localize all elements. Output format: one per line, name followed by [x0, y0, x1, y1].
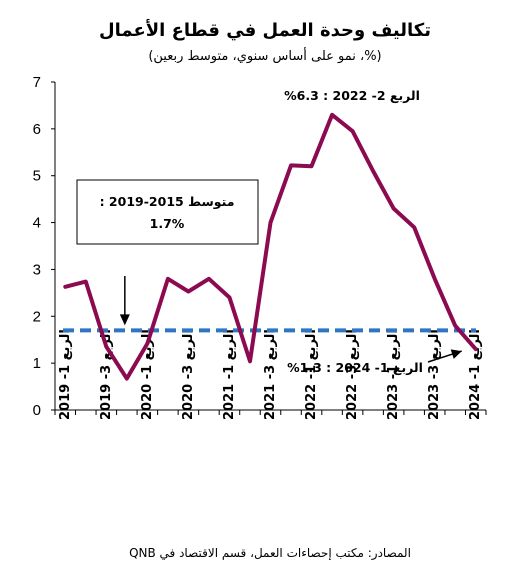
x-tick-label: الربع 3- 2021 [263, 329, 278, 420]
x-tick-label: الربع 1- 2022 [304, 329, 319, 420]
x-tick-label: الربع 1- 2021 [222, 329, 237, 420]
last-value-arrow [427, 349, 462, 363]
chart-subtitle: (%، نمو على أساس سنوي، متوسط ربعين) [148, 47, 381, 64]
x-tick-label: الربع 1- 2023 [386, 329, 401, 420]
last-value-annotation: الربع 1- 2024 : 1.3% [287, 360, 423, 375]
y-tick-label: 3 [33, 261, 41, 278]
y-tick-label: 4 [33, 215, 41, 232]
average-annotation-line1: متوسط 2015-2019 : [100, 194, 235, 209]
series-layer [63, 112, 478, 381]
y-axis-ticks: 0 1 2 3 4 5 6 7 [33, 74, 41, 419]
chart-title: تكاليف وحدة العمل في قطاع الأعمال [99, 19, 431, 41]
chart-source: المصادر: مكتب إحصاءات العمل، قسم الاقتصا… [129, 546, 411, 561]
x-tick-label: الربع 3- 2020 [181, 329, 196, 420]
axes [51, 81, 487, 415]
average-arrow-head [119, 314, 130, 326]
y-tick-label: 5 [33, 168, 41, 185]
x-tick-label: الربع 1- 2024 [468, 329, 483, 420]
x-tick-label: الربع 3- 2022 [345, 329, 360, 420]
peak-annotation: الربع 2- 2022 : 6.3% [284, 88, 420, 103]
y-tick-label: 7 [33, 74, 41, 91]
x-tick-label: الربع 1- 2019 [58, 329, 73, 420]
average-annotation-box [76, 179, 259, 245]
average-annotation-line2: 1.7% [150, 216, 185, 231]
y-tick-label: 2 [33, 308, 41, 325]
last-arrow-head [450, 349, 462, 359]
y-tick-label: 1 [33, 355, 41, 372]
x-tick-label: الربع 3- 2023 [427, 329, 442, 420]
y-tick-label: 0 [33, 402, 41, 419]
average-arrow [119, 276, 130, 326]
y-tick-label: 6 [33, 121, 41, 138]
